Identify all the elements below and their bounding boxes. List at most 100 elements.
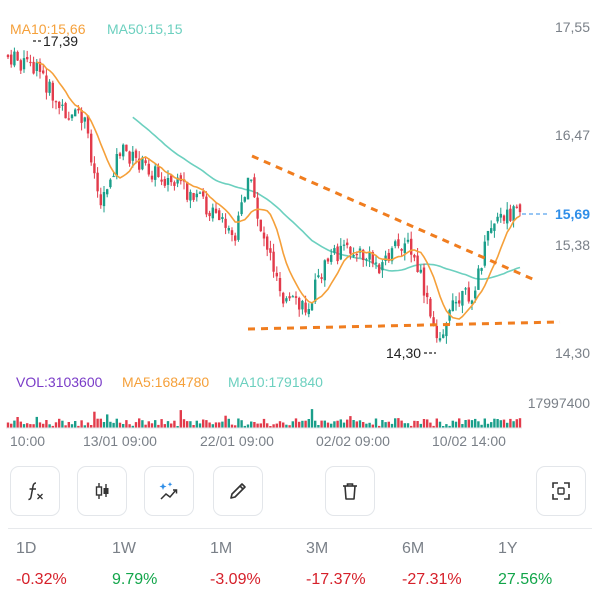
fullscreen-icon xyxy=(552,482,570,500)
candle-body xyxy=(512,206,515,221)
candle-body xyxy=(256,197,259,219)
volume-bar xyxy=(202,419,205,428)
candle-body xyxy=(102,192,106,207)
volume-bar xyxy=(387,421,390,428)
candle-body xyxy=(502,215,506,221)
ma10-label: MA10:15,66 xyxy=(10,21,86,37)
volume-bar xyxy=(486,423,490,428)
delete-drawings-button[interactable] xyxy=(325,466,375,516)
volume-bar xyxy=(298,421,301,428)
vol-ma10-label: MA10:1791840 xyxy=(228,374,323,390)
volume-bar xyxy=(384,422,387,428)
volume-bar xyxy=(518,418,522,428)
volume-bar xyxy=(451,420,454,428)
candle-body xyxy=(480,268,483,271)
candle-body xyxy=(352,255,355,257)
candle-body xyxy=(134,150,138,158)
performance-item-1w[interactable]: 1W 9.79% xyxy=(112,538,208,590)
performance-item-1y[interactable]: 1Y 27.56% xyxy=(498,538,594,590)
candle-body xyxy=(346,242,349,246)
candle-body xyxy=(506,209,509,224)
candle-body xyxy=(115,154,118,177)
volume-bar xyxy=(182,419,186,428)
candle-body xyxy=(128,151,131,164)
volume-bar xyxy=(160,419,163,428)
volume-bar xyxy=(474,418,477,428)
volume-bar xyxy=(122,424,125,428)
volume-bar xyxy=(186,421,189,428)
candle-body xyxy=(323,260,326,281)
performance-item-6m[interactable]: 6M -27.31% xyxy=(402,538,498,590)
volume-bar xyxy=(419,423,422,428)
draw-tool-button[interactable] xyxy=(213,466,263,516)
candle-body xyxy=(147,163,150,175)
candle-body xyxy=(131,151,134,161)
candle-body xyxy=(22,58,26,70)
volume-bar xyxy=(211,424,214,428)
candle-body xyxy=(118,153,122,156)
volume-bar xyxy=(77,425,80,428)
candle-body xyxy=(246,177,250,200)
candle-body xyxy=(138,158,141,170)
performance-item-3m[interactable]: 3M -17.37% xyxy=(306,538,402,590)
volume-bar xyxy=(29,424,32,428)
chart-type-button[interactable] xyxy=(77,466,127,516)
volume-bar xyxy=(38,422,42,428)
volume-bar xyxy=(435,418,438,428)
performance-period: 1D xyxy=(16,540,37,557)
volume-bar xyxy=(13,420,16,428)
volume-bar xyxy=(218,422,221,428)
performance-divider xyxy=(8,528,592,529)
volume-bar xyxy=(333,421,336,428)
candle-body xyxy=(288,296,291,299)
volume-bar xyxy=(496,419,499,428)
chart-toolbar xyxy=(0,466,600,518)
volume-bar xyxy=(189,421,192,428)
candle-body xyxy=(291,296,294,298)
volume-bar xyxy=(454,421,458,428)
volume-bar xyxy=(138,418,141,428)
price-axis-label: 16,47 xyxy=(555,127,590,143)
candle-body xyxy=(26,57,29,60)
candle-body xyxy=(125,144,128,152)
volume-bar xyxy=(509,418,512,428)
volume-bar xyxy=(246,424,250,428)
performance-item-1m[interactable]: 1M -3.09% xyxy=(210,538,306,590)
volume-bar xyxy=(64,425,67,428)
volume-bar xyxy=(269,426,272,428)
magic-draw-icon xyxy=(159,482,178,500)
performance-item-1d[interactable]: 1D -0.32% xyxy=(16,538,112,590)
candle-body xyxy=(96,172,99,192)
volume-bar xyxy=(26,423,29,428)
candle-body xyxy=(378,264,381,274)
candle-body xyxy=(275,272,278,277)
candle-body xyxy=(304,302,307,313)
volume-bar xyxy=(99,418,102,428)
candle-body xyxy=(208,212,211,217)
volume-bar xyxy=(467,419,470,428)
performance-value: -17.37% xyxy=(306,571,366,588)
smart-drawing-button[interactable] xyxy=(144,466,194,516)
candle-body xyxy=(150,175,154,180)
ma50-path xyxy=(132,116,521,281)
candle-body xyxy=(438,338,442,341)
lower-trendline xyxy=(247,320,561,331)
volume-bar xyxy=(179,410,182,428)
candle-body xyxy=(16,51,19,61)
performance-value: -3.09% xyxy=(210,571,261,588)
volume-bar xyxy=(131,425,134,428)
fullscreen-button[interactable] xyxy=(536,466,586,516)
volume-bar xyxy=(330,423,333,428)
volume-bar xyxy=(192,425,195,428)
volume-bar xyxy=(230,424,234,428)
volume-bar xyxy=(90,425,93,428)
candle-body xyxy=(314,279,317,302)
volume-bar xyxy=(346,419,349,428)
candle-body xyxy=(365,259,368,261)
volume-bar xyxy=(42,423,45,428)
price-chart[interactable]: 17,55 16,47 15,38 14,30 15,69 MA10:15,66… xyxy=(0,0,600,460)
volume-bar xyxy=(154,420,157,428)
indicator-function-button[interactable] xyxy=(10,466,60,516)
vol-label: VOL:3103600 xyxy=(16,374,103,390)
candle-body xyxy=(202,191,205,197)
